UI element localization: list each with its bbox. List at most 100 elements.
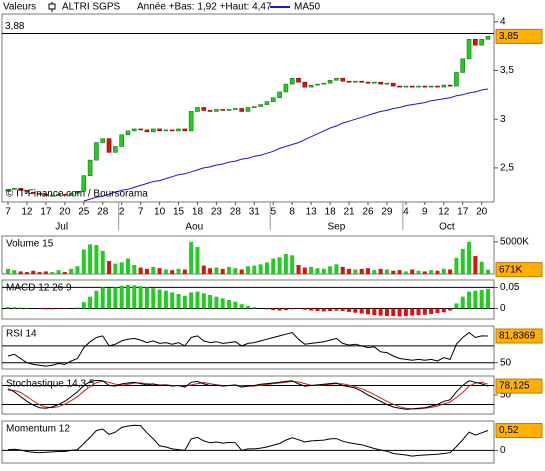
last-value-label: 3,85 — [499, 31, 519, 42]
volume-bar — [353, 269, 358, 274]
volume-bar — [258, 264, 263, 274]
candle — [466, 39, 472, 60]
candle — [195, 107, 200, 112]
volume-bar — [340, 266, 345, 274]
candle — [479, 39, 484, 46]
candle — [372, 81, 377, 84]
histogram-bar — [189, 292, 194, 309]
volume-bar — [107, 261, 112, 274]
month-label: Sep — [328, 222, 346, 233]
x-tick-label: 20 — [476, 207, 488, 218]
histogram-bar — [359, 308, 364, 314]
histogram-bar — [328, 308, 333, 311]
volume-bar — [138, 267, 143, 274]
panel — [1, 420, 495, 464]
candle — [132, 128, 137, 132]
histogram-bar — [302, 308, 307, 310]
histogram-bar — [18, 307, 23, 309]
histogram-bar — [132, 285, 137, 309]
histogram-bar — [429, 308, 434, 314]
volume-bar — [460, 248, 465, 274]
histogram-bar — [6, 307, 10, 309]
volume-bar — [227, 266, 232, 274]
volume-bar — [296, 264, 301, 274]
candle — [43, 193, 49, 196]
volume-bar — [50, 272, 55, 274]
candle — [270, 97, 276, 102]
volume-bar — [119, 262, 124, 274]
volume-bar — [328, 266, 333, 274]
candle — [289, 77, 295, 85]
last-value-label: 81,8369 — [499, 331, 536, 342]
x-tick-label: 9 — [422, 207, 428, 218]
volume-bar — [378, 268, 383, 274]
histogram-bar — [410, 308, 415, 316]
histogram-bar — [435, 308, 440, 314]
volume-bar — [309, 266, 314, 274]
candle — [258, 104, 263, 107]
histogram-bar — [246, 305, 250, 309]
histogram-bar — [182, 295, 187, 309]
month-label: Jul — [55, 222, 68, 233]
annotation: © IT-Finance.com / Boursorama — [6, 189, 148, 200]
candle — [100, 138, 106, 143]
candle — [94, 142, 99, 161]
x-tick-label: 17 — [457, 207, 469, 218]
histogram-bar — [138, 286, 143, 309]
x-tick-label: 31 — [249, 207, 261, 218]
histogram-bar — [486, 289, 490, 309]
indicator-line — [7, 331, 489, 367]
histogram-bar — [239, 304, 244, 309]
candle — [188, 111, 194, 132]
legend-label: ALTRI SGPS — [62, 2, 120, 13]
month-label: Oct — [439, 222, 455, 233]
x-tick-label: 28 — [97, 207, 109, 218]
histogram-bar — [113, 287, 118, 309]
histogram-bar — [283, 308, 288, 311]
candle — [68, 192, 74, 196]
candle — [473, 39, 478, 46]
volume-bar — [435, 270, 440, 274]
y-tick-label: 50 — [500, 390, 512, 401]
volume-bar — [12, 270, 17, 274]
candle — [359, 80, 364, 83]
volume-bar — [126, 258, 130, 274]
histogram-bar — [340, 308, 345, 311]
last-value-label: 0,52 — [499, 425, 519, 436]
volume-bar — [264, 262, 269, 274]
reference-label: 3,88 — [5, 21, 25, 32]
histogram-bar — [353, 308, 358, 313]
candle — [113, 146, 118, 153]
volume-bar — [448, 269, 453, 274]
last-value-label: 671K — [499, 264, 523, 275]
candle — [397, 85, 402, 88]
y-tick-label: 50 — [500, 357, 512, 368]
volume-bar — [486, 269, 490, 274]
histogram-bar — [176, 294, 181, 309]
candle — [321, 82, 327, 85]
last-value-box — [495, 28, 543, 44]
volume-bar — [100, 250, 105, 274]
volume-bar — [113, 263, 118, 274]
volume-bar — [252, 265, 257, 274]
last-value-label: 78,125 — [499, 381, 530, 392]
candle — [245, 107, 251, 112]
indicator-line — [7, 424, 489, 457]
histogram-bar — [252, 307, 257, 309]
histogram-bar — [422, 308, 427, 315]
candle — [485, 36, 491, 40]
histogram-bar — [397, 308, 402, 317]
candle — [308, 84, 314, 88]
volume-bar — [6, 268, 10, 274]
panel-title: MACD 12 26 9 — [6, 283, 72, 294]
volume-bar — [384, 269, 389, 274]
candle — [334, 77, 339, 81]
y-tick-label: 3,5 — [500, 65, 514, 76]
header-label: Valeurs — [3, 2, 36, 13]
volume-bar — [163, 269, 168, 274]
volume-bar — [315, 268, 320, 274]
histogram-bar — [372, 308, 377, 316]
volume-bar — [277, 257, 282, 274]
volume-bar — [75, 266, 80, 274]
